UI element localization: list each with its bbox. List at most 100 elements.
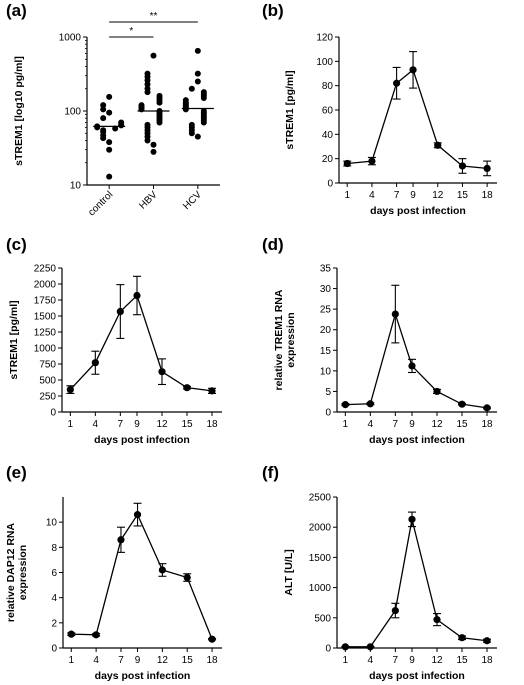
panel-c-point <box>66 386 74 394</box>
panel-a-point <box>106 173 113 180</box>
panel-f-letter: (f) <box>262 463 279 482</box>
panel-e-point <box>133 511 142 519</box>
panel-a-point <box>144 85 151 92</box>
panel-c-point <box>133 291 141 300</box>
panel-d-y-tick-label: 20 <box>320 325 332 336</box>
panel-c-x-title: days post infection <box>94 434 190 446</box>
panel-c-series-line <box>69 294 213 392</box>
panel-e-y-tick-label: 6 <box>51 568 57 579</box>
panel-a-point <box>200 108 207 114</box>
panel-c-point <box>208 387 216 395</box>
panel-f-x-tick-label: 18 <box>481 655 493 666</box>
panel-e-x-tick-label: 7 <box>118 655 124 666</box>
panel-c-x-tick-label: 9 <box>134 419 140 430</box>
panel-d-y-title: relative TREM1 RNAexpression <box>273 289 297 390</box>
panel-f-point <box>341 643 349 651</box>
panel-b-point <box>368 157 376 165</box>
panel-b-y-tick-label: 40 <box>322 130 334 141</box>
panel-e-point <box>67 630 75 638</box>
panel-c-x-tick-label: 1 <box>68 419 74 430</box>
panel-c-point <box>91 359 99 367</box>
panel-b-x-tick-label: 15 <box>457 190 469 201</box>
panel-c-x-tick-label: 4 <box>93 419 99 430</box>
panel-f-point <box>458 634 466 642</box>
panel-a-x-tick-label: HCV <box>181 189 204 212</box>
panel-c-y-tick-label: 250 <box>39 392 56 403</box>
panel-d-x-title: days post infection <box>369 434 465 446</box>
panel-a-point <box>106 109 113 116</box>
panel-f-y-tick-label: 2500 <box>309 493 332 504</box>
panel-d-point <box>433 387 441 396</box>
panel-a-point <box>100 127 107 134</box>
panel-d-point <box>391 310 399 318</box>
panel-e-y-tick-label: 0 <box>51 644 57 655</box>
panel-a-point <box>194 70 201 77</box>
panel-c-letter: (c) <box>6 235 27 254</box>
panel-d-series-line <box>345 311 488 409</box>
panel-e-point <box>208 635 216 643</box>
panel-a-point <box>118 119 125 126</box>
panel-c-y-tick-label: 2000 <box>34 280 57 291</box>
panel-c-y-tick-label: 1750 <box>34 296 57 307</box>
panel-e-y-tick-label: 8 <box>51 543 57 554</box>
panel-c-x-tick-label: 12 <box>156 419 168 430</box>
panel-c-y-tick-label: 0 <box>50 408 56 419</box>
panel-a-point <box>150 148 157 155</box>
panel-b-x-tick-label: 18 <box>482 190 494 201</box>
panel-e-y-tick-label: 10 <box>46 518 58 529</box>
panel-c-x-tick-label: 18 <box>206 419 218 430</box>
panel-f-point <box>483 637 491 645</box>
panel-d-x-tick-label: 4 <box>368 419 374 430</box>
panel-e-y-tick-label: 4 <box>51 593 57 604</box>
panel-a-point <box>188 121 195 128</box>
panel-b-x-tick-label: 4 <box>369 190 375 201</box>
panel-e-point <box>117 536 125 544</box>
panel-b-point <box>393 79 401 87</box>
panel-b-point <box>483 164 491 172</box>
panel-d-y-tick-label: 35 <box>320 264 332 275</box>
panel-b-point <box>343 159 351 168</box>
panel-c-y-tick-label: 750 <box>39 360 56 371</box>
panel-c-x-tick-label: 7 <box>118 419 124 430</box>
panel-c-y-tick-label: 500 <box>39 376 56 387</box>
panel-a-point <box>150 141 157 148</box>
panel-b-point <box>409 66 417 74</box>
panel-b-point <box>434 141 442 149</box>
panel-b-letter: (b) <box>262 1 284 20</box>
panel-f-y-tick-label: 2000 <box>309 523 332 534</box>
panel-a-sig-label: * <box>129 26 133 37</box>
panel-f-y-title: ALT [U/L] <box>283 549 295 595</box>
panel-d-x-tick-label: 18 <box>481 419 493 430</box>
panel-f-x-tick-label: 7 <box>393 655 399 666</box>
panel-a-point <box>144 121 151 128</box>
panel-d-x-tick-label: 9 <box>409 419 415 430</box>
panel-b-x-tick-label: 1 <box>344 190 350 201</box>
panel-d-point <box>408 362 416 370</box>
panel-a-point <box>106 139 113 146</box>
panel-b-series-line <box>347 68 488 170</box>
panel-a-point <box>100 115 107 122</box>
panel-b-y-tick-label: 0 <box>327 179 333 190</box>
panel-e-series-line <box>71 513 213 640</box>
panel-a-point <box>138 102 145 109</box>
panel-b-x-tick-label: 9 <box>410 190 416 201</box>
panel-e-x-tick-label: 15 <box>182 655 194 666</box>
panel-b-point <box>458 162 467 170</box>
panel-e-x-tick-label: 4 <box>93 655 99 666</box>
panel-f-x-tick-label: 9 <box>409 655 415 666</box>
panel-b-x-title: days post infection <box>370 205 466 217</box>
panel-b-y-tick-label: 60 <box>322 106 334 117</box>
panel-c-point <box>183 384 191 392</box>
panel-f-point <box>391 606 399 615</box>
panel-d-x-tick-label: 1 <box>343 419 349 430</box>
panel-d-point <box>483 404 491 412</box>
panel-f-x-tick-label: 12 <box>431 655 443 666</box>
panel-a-y-title: sTREM1 [log10 pg/ml] <box>13 56 25 166</box>
panel-c-point <box>116 307 124 316</box>
panel-f-y-tick-label: 500 <box>314 613 331 624</box>
panel-c-x-tick-label: 15 <box>181 419 193 430</box>
panel-a-x-tick-label: HBV <box>137 189 160 212</box>
panel-a-point <box>194 78 201 85</box>
panel-e-x-tick-label: 1 <box>69 655 75 666</box>
panel-b-y-tick-label: 80 <box>322 81 334 92</box>
